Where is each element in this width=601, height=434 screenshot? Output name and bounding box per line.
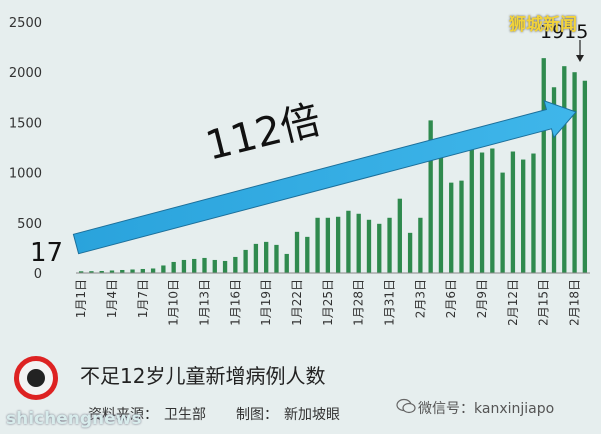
- x-tick-label: 2月3日: [413, 279, 427, 318]
- x-tick-label: 2月12日: [506, 279, 520, 326]
- bar: [510, 151, 516, 273]
- bar: [181, 259, 187, 273]
- bars: [78, 58, 588, 274]
- watermark-bottom: shichengnews: [6, 409, 142, 429]
- bar: [366, 219, 372, 273]
- y-tick-label: 1000: [9, 167, 42, 182]
- bar: [428, 120, 433, 273]
- source-label: 资料来源：: [88, 407, 158, 423]
- bar: [335, 216, 341, 273]
- bar: [192, 258, 197, 273]
- bar: [397, 198, 402, 273]
- x-tick-label: 2月9日: [475, 279, 489, 318]
- x-tick-label: 1月13日: [198, 279, 212, 326]
- bar: [551, 87, 557, 273]
- bar: [253, 243, 259, 273]
- x-tick-label: 1月25日: [321, 279, 335, 326]
- x-tick-label: 1月22日: [290, 279, 304, 326]
- bar: [449, 182, 454, 273]
- x-tick-label: 2月15日: [537, 279, 551, 326]
- y-axis: 0 500 1000 1500 2000 2500: [9, 16, 42, 282]
- x-tick-label: 1月7日: [136, 279, 150, 318]
- y-tick-label: 2000: [9, 66, 42, 81]
- bar: [356, 213, 361, 273]
- bar: [490, 148, 495, 273]
- bar: [582, 80, 588, 273]
- bar: [150, 268, 156, 273]
- y-tick-label: 1500: [9, 116, 42, 131]
- bar: [161, 265, 166, 273]
- bar: [109, 270, 115, 273]
- bar: [325, 217, 331, 273]
- start-value-annotation: 17: [30, 238, 63, 268]
- source-line: 资料来源： 卫生部: [88, 404, 212, 424]
- end-value-annotation: 1915: [540, 21, 588, 43]
- bar: [305, 236, 310, 273]
- bar: [99, 270, 104, 273]
- x-tick-label: 1月19日: [259, 279, 273, 326]
- made-by-line: 制图： 新加坡眼: [236, 404, 346, 424]
- x-tick-label: 1月10日: [167, 279, 181, 326]
- bar: [140, 268, 145, 273]
- bar: [202, 257, 207, 273]
- logo: [14, 356, 58, 400]
- x-tick-label: 1月28日: [352, 279, 366, 326]
- x-tick-label: 2月6日: [444, 279, 458, 318]
- bar: [387, 217, 392, 273]
- bar: [531, 153, 536, 273]
- wechat-id: 微信号：kanxinjiapo: [418, 401, 555, 417]
- bar: [500, 172, 505, 273]
- bar: [274, 244, 279, 273]
- bar: [212, 259, 217, 273]
- bar: [264, 241, 269, 273]
- bar: [315, 217, 320, 273]
- bar: [284, 253, 289, 273]
- bar: [346, 210, 351, 273]
- trend-arrow: [72, 100, 577, 255]
- bar: [120, 269, 125, 273]
- bar: [562, 66, 567, 274]
- source-value: 卫生部: [164, 407, 206, 423]
- made-value: 新加坡眼: [284, 407, 340, 423]
- x-axis: 1月1日 1月4日 1月7日 1月10日 1月13日 1月16日 1月19日 1月22日 1月2…: [74, 272, 590, 326]
- x-tick-label: 1月4日: [105, 279, 119, 318]
- bar: [78, 271, 84, 273]
- bar: [407, 232, 413, 273]
- bar: [377, 223, 382, 273]
- y-tick-label: 0: [34, 267, 42, 282]
- bar: [521, 159, 526, 273]
- bar: [479, 152, 485, 273]
- made-label: 制图：: [236, 407, 278, 423]
- multiplier-annotation: 112倍: [201, 97, 325, 170]
- chart-title: 不足12岁儿童新增病例人数: [80, 364, 326, 388]
- bar: [459, 180, 464, 273]
- bar: [572, 72, 577, 273]
- bar: [130, 269, 135, 273]
- bar: [541, 58, 546, 274]
- bar: [222, 260, 228, 273]
- x-tick-label: 2月18日: [568, 279, 582, 326]
- x-tick-label: 1月31日: [383, 279, 397, 326]
- x-tick-label: 1月1日: [74, 279, 88, 318]
- bar: [294, 231, 300, 273]
- y-tick-label: 2500: [9, 16, 42, 31]
- bar: [171, 261, 176, 273]
- bar: [243, 249, 248, 273]
- bar: [89, 271, 94, 273]
- watermark-top: 狮城新闻: [509, 15, 577, 35]
- bar: [233, 256, 238, 273]
- bar: [469, 146, 474, 273]
- x-tick-label: 1月16日: [228, 279, 242, 326]
- bar: [418, 217, 423, 273]
- y-tick-label: 500: [17, 217, 42, 232]
- end-pointer-arrowhead: [576, 55, 584, 62]
- wechat-icon: [396, 398, 416, 414]
- bar: [438, 156, 444, 273]
